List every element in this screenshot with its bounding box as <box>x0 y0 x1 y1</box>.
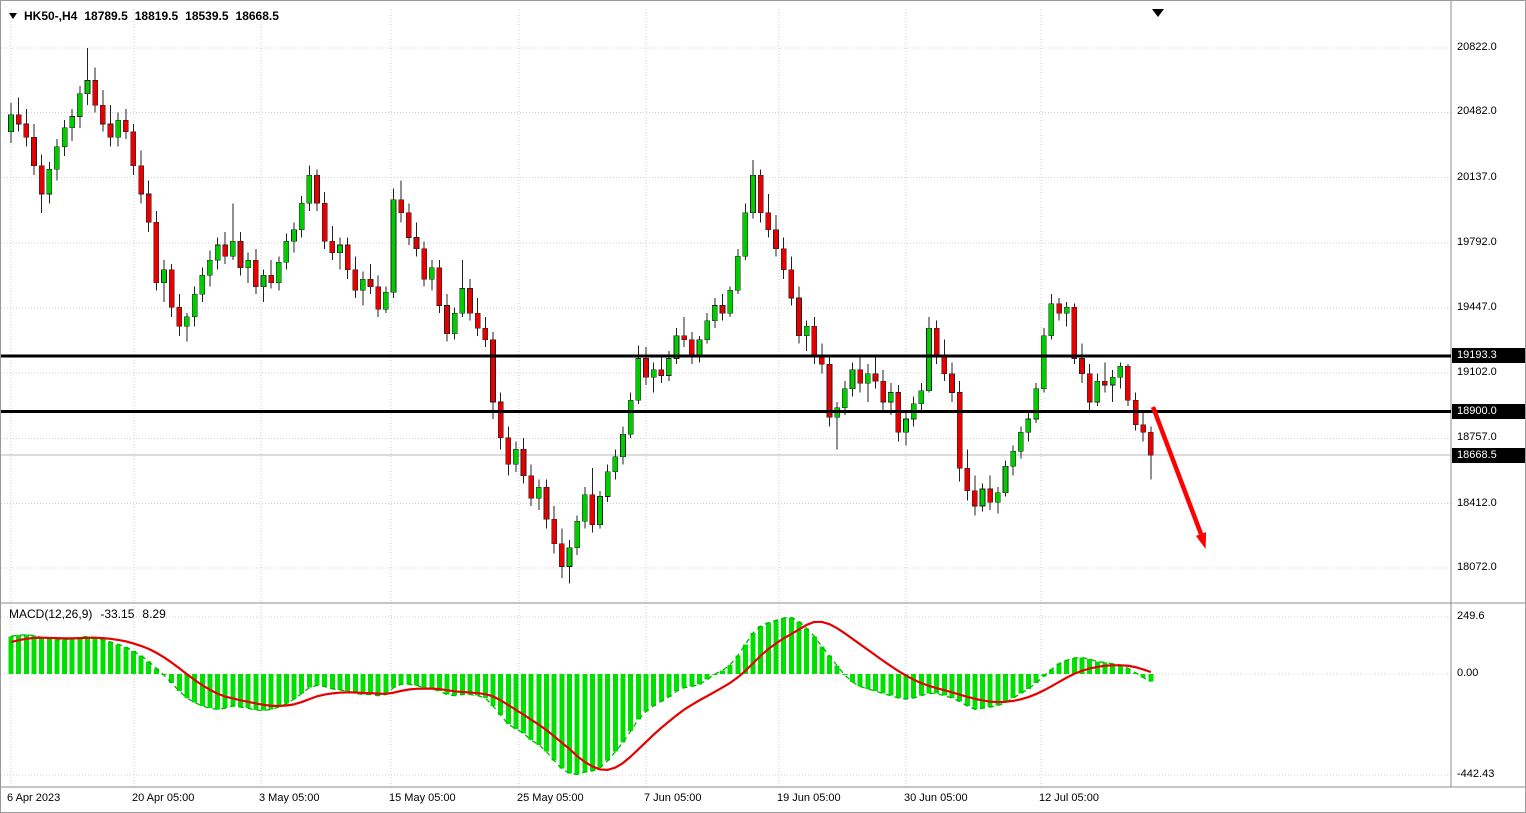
time-axis-label: 6 Apr 2023 <box>7 792 61 804</box>
time-axis-label: 30 Jun 05:00 <box>904 792 968 804</box>
macd-axis-label: 249.6 <box>1457 610 1485 622</box>
time-axis-label: 3 May 05:00 <box>259 792 320 804</box>
time-axis-label: 7 Jun 05:00 <box>644 792 702 804</box>
indicator-name: MACD(12,26,9) <box>9 607 93 621</box>
indicator-macd-value: -33.15 <box>100 607 135 621</box>
ohlc-high: 18819.5 <box>134 9 179 23</box>
macd-axis-label: 0.00 <box>1457 666 1479 679</box>
level-price-tag: 19193.3 <box>1452 348 1525 364</box>
price-axis-label: 20822.0 <box>1457 41 1497 53</box>
symbol-timeframe: HK50-,H4 <box>24 9 78 23</box>
time-axis-label: 19 Jun 05:00 <box>777 792 841 804</box>
chart-shift-marker-icon[interactable] <box>1152 9 1164 17</box>
current-price-tag: 18668.5 <box>1452 447 1525 463</box>
macd-signal-line <box>10 620 1152 771</box>
time-axis-label: 12 Jul 05:00 <box>1039 792 1099 804</box>
time-axis-label: 15 May 05:00 <box>389 792 456 804</box>
price-axis-label: 19792.0 <box>1457 235 1497 248</box>
price-axis-label: 20137.0 <box>1457 170 1497 183</box>
indicator-label: MACD(12,26,9) -33.15 8.29 <box>9 607 166 621</box>
pane-separators <box>1 1 1525 788</box>
symbol-dropdown-icon[interactable] <box>9 13 17 19</box>
indicator-signal-value: 8.29 <box>142 607 166 621</box>
price-axis-label: 18757.0 <box>1457 431 1497 444</box>
candles-layer <box>8 80 1154 567</box>
ohlc-low: 18539.5 <box>185 9 229 23</box>
price-axis-label: 18072.0 <box>1457 561 1497 573</box>
price-axis-label: 20482.0 <box>1457 105 1497 118</box>
ohlc-close: 18668.5 <box>235 9 279 23</box>
macd-line <box>10 616 1152 776</box>
grid-layer <box>1 9 1451 787</box>
symbol-ohlc-header: HK50-,H4 18789.5 18819.5 18539.5 18668.5 <box>9 9 279 23</box>
level-price-tag: 18900.0 <box>1452 403 1525 419</box>
macd-axis-label: -442.43 <box>1457 768 1495 780</box>
price-axis-label: 19102.0 <box>1457 366 1497 379</box>
time-axis-label: 20 Apr 05:00 <box>132 792 195 804</box>
macd-histogram-layer <box>8 617 1154 775</box>
trend-arrow-annotation[interactable] <box>1150 406 1207 549</box>
price-axis-label: 19447.0 <box>1457 301 1497 313</box>
time-axis-label: 25 May 05:00 <box>517 792 584 804</box>
ohlc-open: 18789.5 <box>84 9 128 23</box>
price-axis-label: 18412.0 <box>1457 496 1497 509</box>
